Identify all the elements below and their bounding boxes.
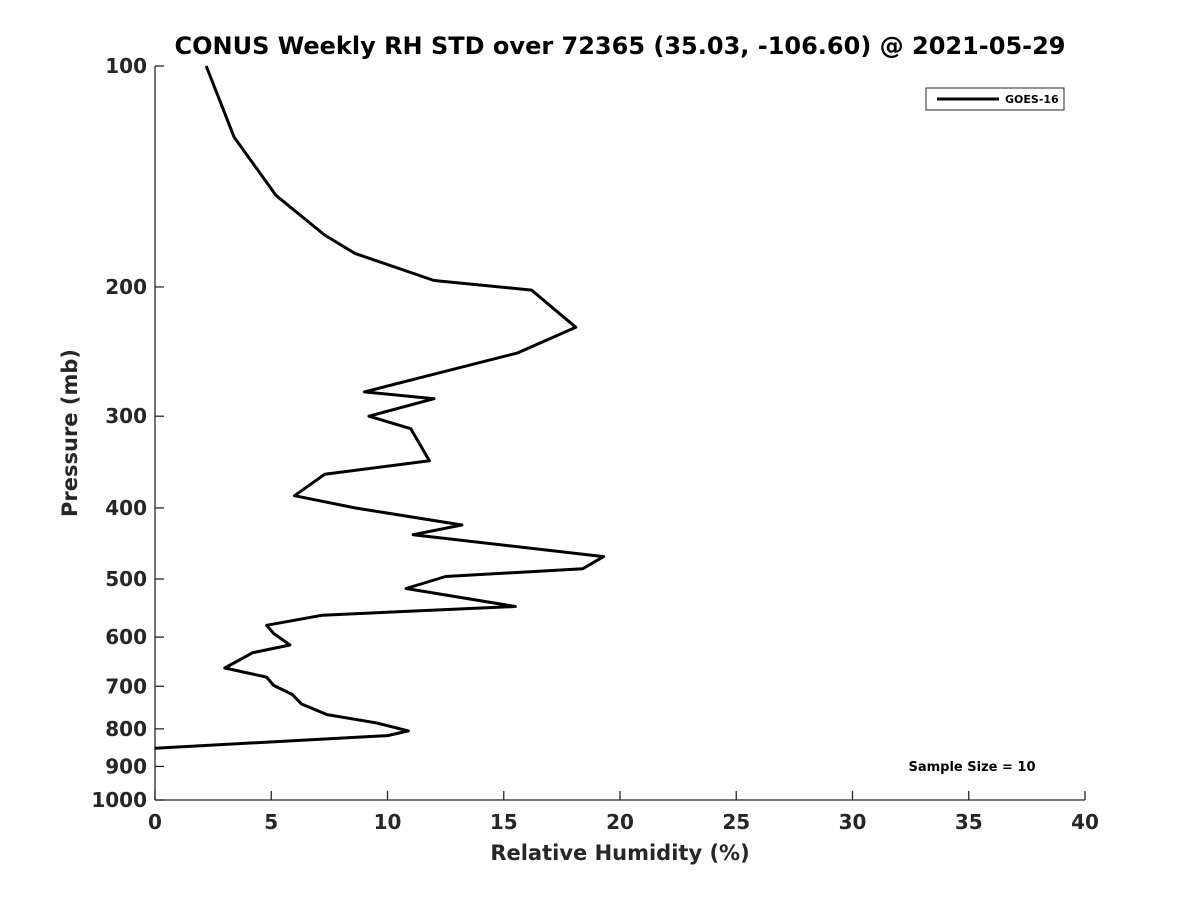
y-tick-label: 600 (105, 625, 147, 649)
x-tick-label: 40 (1071, 810, 1099, 834)
y-tick-label: 400 (105, 496, 147, 520)
legend: GOES-16 (925, 87, 1065, 111)
y-tick-label: 900 (105, 754, 147, 778)
y-tick-label: 800 (105, 717, 147, 741)
x-tick-label: 35 (955, 810, 983, 834)
y-tick-label: 500 (105, 567, 147, 591)
legend-label-goes16: GOES-16 (1005, 93, 1059, 106)
x-tick-label: 25 (722, 810, 750, 834)
x-ticks: 0 5 10 15 20 25 30 35 40 (148, 791, 1099, 834)
y-tick-label: 1000 (91, 788, 147, 812)
chart-title: CONUS Weekly RH STD over 72365 (35.03, -… (174, 32, 1065, 60)
y-tick-label: 200 (105, 275, 147, 299)
x-axis-label: Relative Humidity (%) (490, 841, 749, 865)
y-axis-label: Pressure (mb) (58, 349, 82, 517)
x-tick-label: 15 (490, 810, 518, 834)
y-tick-label: 100 (105, 54, 147, 78)
y-tick-label: 300 (105, 404, 147, 428)
sample-size-annotation: Sample Size = 10 (908, 760, 1035, 775)
y-ticks: 100 200 300 400 500 600 700 800 900 1000 (91, 54, 164, 812)
x-tick-label: 10 (374, 810, 402, 834)
x-tick-label: 20 (606, 810, 634, 834)
x-tick-label: 0 (148, 810, 162, 834)
x-tick-label: 5 (264, 810, 278, 834)
x-tick-label: 30 (839, 810, 867, 834)
goes16-series-line (154, 65, 606, 750)
y-tick-label: 700 (105, 674, 147, 698)
plot-area: 0 5 10 15 20 25 30 35 40 100 200 300 400 500 600 700 80… (91, 54, 1099, 834)
